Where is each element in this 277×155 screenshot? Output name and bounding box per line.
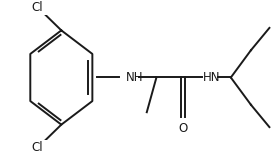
Text: HN: HN xyxy=(203,71,221,84)
Text: Cl: Cl xyxy=(32,141,43,154)
Text: Cl: Cl xyxy=(32,1,43,14)
Text: NH: NH xyxy=(126,71,143,84)
Text: O: O xyxy=(178,122,188,135)
